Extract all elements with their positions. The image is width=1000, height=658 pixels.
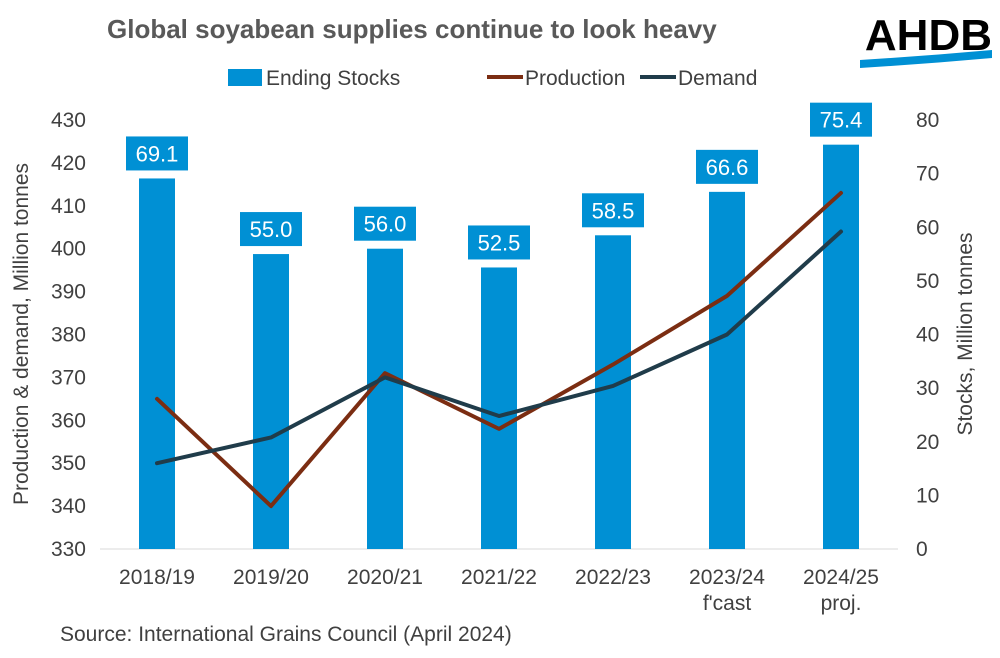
y-right-tick-label: 0 — [916, 538, 928, 561]
series-line-demand — [155, 229, 843, 466]
y-right-tick-label: 10 — [916, 484, 939, 507]
bar-value-label: 69.1 — [136, 141, 179, 166]
x-tick-label: proj. — [821, 592, 862, 615]
y-right-tick-label: 30 — [916, 377, 939, 400]
x-tick-label: 2024/25 — [803, 566, 879, 589]
bar — [253, 254, 289, 549]
legend: Ending Stocks Production Demand — [228, 67, 757, 90]
y-right-tick-label: 40 — [916, 324, 939, 347]
y-left-tick-label: 410 — [51, 195, 86, 218]
bar-label-box — [240, 212, 302, 247]
legend-label: Demand — [678, 67, 757, 90]
bar — [481, 267, 517, 549]
legend-swatch-bar — [228, 69, 262, 86]
y-right-tick-label: 60 — [916, 216, 939, 239]
bar-value-label: 56.0 — [364, 212, 407, 237]
bar-value-label: 58.5 — [592, 198, 635, 223]
y-left-tick-label: 390 — [51, 281, 86, 304]
bar — [139, 178, 175, 550]
x-tick-label: 2023/24 — [689, 566, 765, 589]
ahdb-logo: AHDB — [860, 11, 992, 68]
source-note: Source: International Grains Council (Ap… — [60, 623, 512, 646]
y-left-tick-label: 370 — [51, 366, 86, 389]
y-right-tick-label: 50 — [916, 270, 939, 293]
bar — [367, 248, 403, 549]
y-left-tick-label: 340 — [51, 495, 86, 518]
y-left-tick-label: 420 — [51, 152, 86, 175]
y-left-tick-label: 350 — [51, 452, 86, 475]
x-tick-label: 2019/20 — [233, 566, 309, 589]
logo-text: AHDB — [865, 11, 992, 60]
bar-label-box — [126, 136, 188, 171]
series-line-production — [155, 190, 843, 509]
bar-value-label: 75.4 — [820, 108, 863, 133]
y-axis-right-title: Stocks, Million tonnes — [954, 232, 977, 435]
y-left-tick-label: 330 — [51, 538, 86, 561]
y-left-tick-label: 380 — [51, 324, 86, 347]
y-axis-left-title: Production & demand, Million tonnes — [10, 163, 33, 505]
bar-value-label: 66.6 — [706, 155, 749, 180]
x-tick-label: 2022/23 — [575, 566, 651, 589]
bar-label-box — [468, 225, 530, 260]
x-tick-label: 2020/21 — [347, 566, 423, 589]
chart-title: Global soyabean supplies continue to loo… — [107, 14, 717, 44]
bar — [823, 144, 859, 550]
legend-label: Ending Stocks — [266, 67, 400, 90]
plot-area: 330 340 350 360 370 380 390 400 410 420 430 0 10 20 30… — [51, 102, 939, 615]
legend-label: Production — [525, 67, 625, 90]
logo-swoosh-icon — [860, 50, 992, 68]
bar-label-box — [810, 102, 872, 137]
x-tick-label: 2018/19 — [119, 566, 195, 589]
y-left-tick-label: 430 — [51, 109, 86, 132]
y-right-tick-label: 70 — [916, 163, 939, 186]
y-right-tick-label: 80 — [916, 109, 939, 132]
bar-label-box — [696, 149, 758, 184]
bar-label-box — [354, 206, 416, 241]
y-left-tick-label: 360 — [51, 409, 86, 432]
bar-value-label: 52.5 — [478, 230, 521, 255]
x-tick-label: f'cast — [703, 592, 752, 615]
bar-value-label: 55.0 — [250, 217, 293, 242]
bar — [595, 235, 631, 549]
y-right-tick-label: 20 — [916, 431, 939, 454]
x-tick-label: 2021/22 — [461, 566, 537, 589]
y-left-tick-label: 400 — [51, 238, 86, 261]
bar — [709, 191, 745, 550]
bar-label-box — [582, 193, 644, 228]
